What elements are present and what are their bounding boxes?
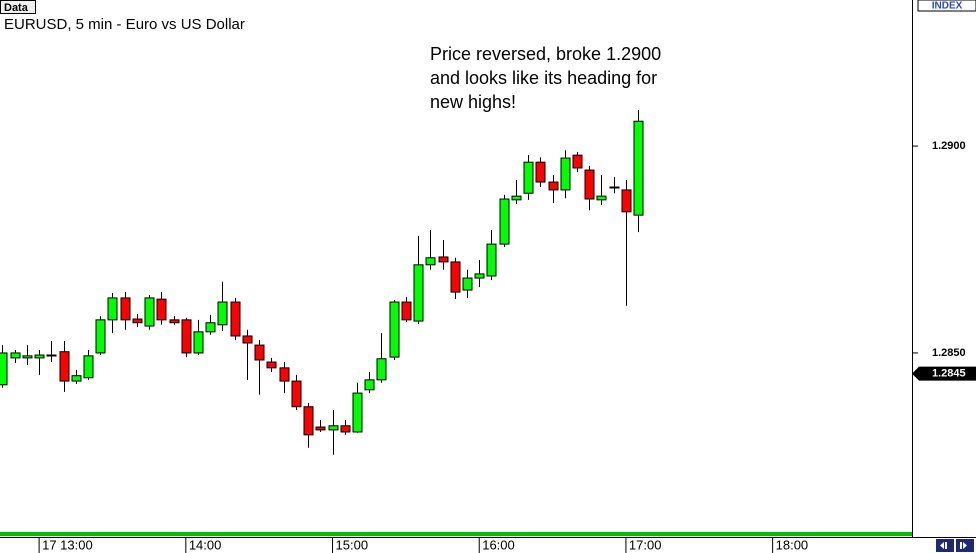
candle-body [254,344,265,361]
y-tick-label: 1.2850 [932,347,966,359]
candle-body [156,298,167,321]
x-tick-label: 17:00 [629,537,662,552]
candle-body [328,425,339,431]
candle-body [596,195,607,201]
candle-body [230,301,241,337]
candle-body [352,392,363,433]
candle-body [621,189,632,213]
candle-body [548,181,559,191]
candle-body [474,273,485,279]
candle-body [376,358,387,381]
candle-body [46,354,57,357]
candle-body [584,169,595,200]
candle-body [83,355,94,379]
candle-body [425,257,436,266]
candle-body [169,319,180,324]
candle-body [315,426,326,431]
candle-body [279,367,290,382]
candle-body [486,243,497,277]
candle-body [205,322,216,333]
annotation: new highs! [430,92,516,112]
zoom-icon [960,542,967,549]
candle-body [10,352,21,359]
candle-body [95,319,106,354]
data-button[interactable] [0,0,36,14]
candle-body [511,195,522,201]
candle-body [193,331,204,354]
candle-body [450,261,461,293]
candle-body [22,355,33,359]
candle-body [71,375,82,382]
bottom-separator [0,532,912,536]
x-tick-label: 16:00 [482,537,515,552]
x-tick-label: 17 13:00 [42,537,93,552]
x-tick-label: 18:00 [776,537,809,552]
candle-body [291,380,302,408]
candle-body [560,157,571,191]
candle-body [132,318,143,324]
candle-body [120,297,131,321]
candle-body [438,256,449,263]
data-button-label[interactable]: Data [4,2,29,14]
candle-body [34,354,45,359]
candle-body [572,154,583,169]
chart-title: EURUSD, 5 min - Euro vs US Dollar [4,16,245,33]
x-tick-label: 15:00 [336,537,369,552]
candle-body [303,406,314,436]
candle-body [242,335,253,344]
scroll-icon [940,542,947,549]
x-tick-label: 14:00 [189,537,222,552]
candle-body [107,297,118,321]
candle-body [462,277,473,291]
annotation: and looks like its heading for [430,68,657,88]
candle-body [413,264,424,322]
candle-body [0,352,8,386]
candle-body [144,297,155,327]
annotation: Price reversed, broke 1.2900 [430,44,661,64]
candle-body [364,379,375,391]
candle-body [340,425,351,433]
candle-body [181,319,192,354]
index-badge [917,0,976,12]
last-price-label: 1.2845 [932,368,966,380]
candle-body [401,301,412,321]
candle-body [633,120,644,216]
candle-body [217,301,228,326]
candle-body [59,351,70,382]
index-badge-label: INDEX [932,1,963,12]
candle-body [266,361,277,369]
candle-body [609,186,620,189]
y-tick-label: 1.2900 [932,140,966,152]
candle-body [499,198,510,245]
last-price-marker [912,366,976,381]
candle-body [389,301,400,358]
candle-body [535,161,546,183]
candle-body [523,161,534,194]
